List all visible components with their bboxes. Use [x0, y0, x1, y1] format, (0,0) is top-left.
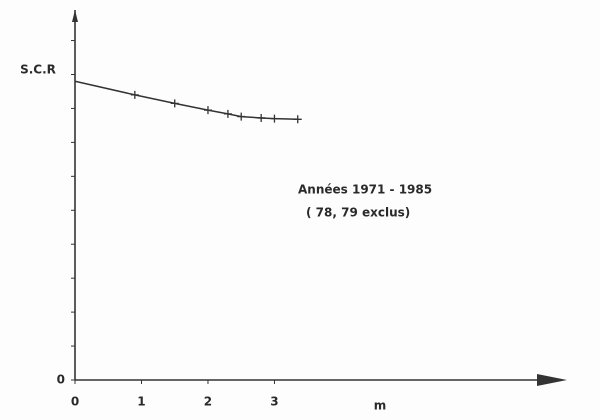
- point-marker: [203, 106, 212, 115]
- point-marker: [257, 113, 266, 122]
- y-axis-label: S.C.R: [20, 63, 56, 77]
- x-tick-label: 2: [204, 395, 212, 409]
- point-marker: [237, 112, 246, 121]
- y-tick-label: 0: [57, 373, 65, 387]
- x-tick-label: 0: [71, 395, 79, 409]
- x-axis-arrow: [537, 374, 567, 386]
- point-marker: [130, 90, 139, 99]
- data-line: [74, 80, 298, 121]
- annotation: Années 1971 - 1985: [298, 183, 432, 197]
- x-tick-label: 1: [137, 395, 145, 409]
- y-axis-arrow: [72, 10, 78, 22]
- point-marker: [223, 109, 232, 118]
- point-marker: [293, 115, 302, 124]
- x-axis-label: m: [374, 399, 387, 413]
- annotation: ( 78, 79 exclus): [306, 206, 410, 220]
- x-tick-label: 3: [270, 395, 278, 409]
- point-marker: [270, 114, 279, 123]
- point-marker: [170, 99, 179, 108]
